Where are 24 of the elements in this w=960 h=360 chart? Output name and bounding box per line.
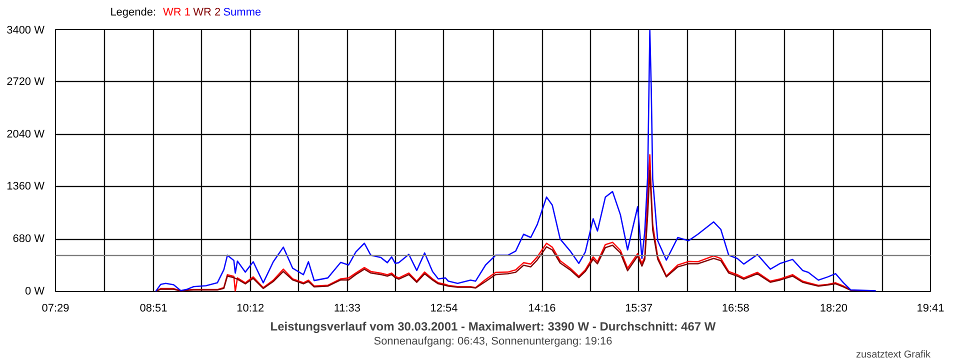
text: zusatztext Grafik <box>856 350 932 360</box>
y-tick-label: 0 W <box>24 286 46 298</box>
y-tick-label: 2040 W <box>6 128 46 140</box>
x-tick-label: 12:54 <box>430 302 458 314</box>
text: Summe <box>223 6 262 18</box>
x-tick-label: 08:51 <box>140 302 168 314</box>
text: Leistungsverlauf vom 30.03.2001 - Maximalwert: 3390 W - Durchschnitt: 467 W <box>270 320 716 334</box>
x-tick-label: 16:58 <box>722 302 750 314</box>
y-tick-label: 2720 W <box>6 76 46 88</box>
y-tick-label: 1360 W <box>6 180 46 193</box>
x-tick-label: 14:16 <box>528 302 556 314</box>
legend-title: Legende: <box>110 6 156 18</box>
text: WR 1 <box>163 6 191 18</box>
x-tick-label: 07:29 <box>42 302 70 314</box>
line-series <box>155 30 876 292</box>
y-tick-label: 680 W <box>12 233 46 246</box>
text: WR 2 <box>193 6 221 18</box>
x-tick-label: 10:12 <box>236 302 264 314</box>
x-tick-label: 11:33 <box>334 302 361 314</box>
x-tick-label: 18:20 <box>820 302 848 314</box>
x-tick-label: 15:37 <box>625 302 653 314</box>
text: Sonnenaufgang: 06:43, Sonnenuntergang: 19:16 <box>374 336 612 348</box>
y-tick-label: 3400 W <box>6 24 46 36</box>
x-tick-label: 19:41 <box>916 302 944 314</box>
